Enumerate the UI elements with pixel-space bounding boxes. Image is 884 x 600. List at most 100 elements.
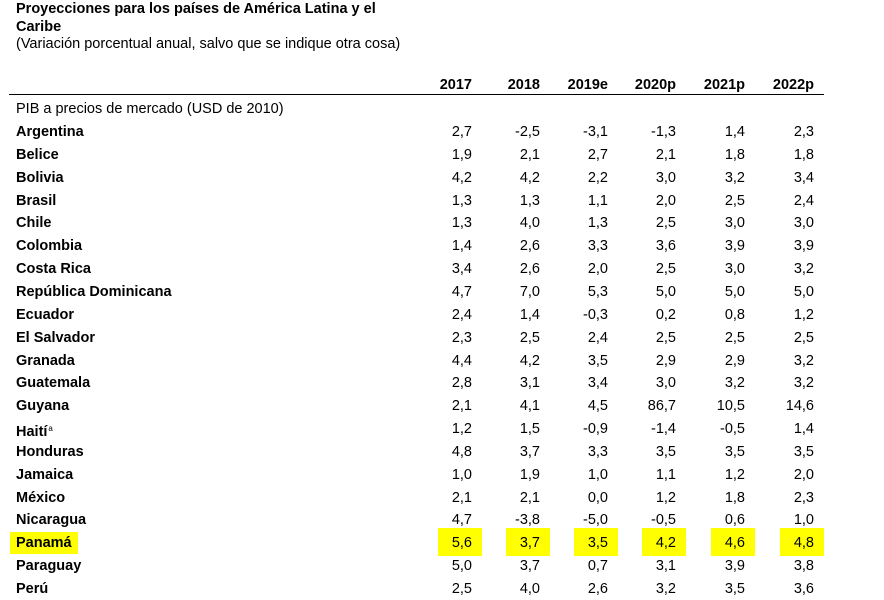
cell-2021p: 2,5 (724, 329, 745, 346)
cell-2019e: 1,1 (587, 192, 608, 209)
cell-2019e: 3,4 (587, 375, 608, 392)
table-row: Chile 1,3 4,0 1,3 2,5 3,0 3,0 (0, 212, 884, 234)
country-name: Ecuador (16, 304, 74, 326)
cell-2018: 2,1 (519, 146, 540, 163)
cell-2022p: 4,8 (793, 535, 814, 552)
cell-2021p: 3,2 (724, 375, 745, 392)
cell-2020p: -0,5 (651, 512, 676, 529)
cell-2020p: 2,5 (655, 215, 676, 232)
cell-2020p: 2,9 (655, 352, 676, 369)
cell-2021p: 10,5 (716, 398, 745, 415)
cell-2019e: -5,0 (583, 512, 608, 529)
column-header-2018: 2018 (507, 77, 540, 93)
cell-2019e: 0,7 (587, 558, 608, 575)
country-name-text: Ecuador (16, 306, 75, 323)
country-name-text: Argentina (16, 124, 84, 140)
cell-2021p: 3,9 (724, 558, 745, 575)
cell-2019e: 3,5 (587, 535, 608, 552)
country-name-text: Costa Rica (16, 261, 91, 278)
table-row: El Salvador 2,3 2,5 2,4 2,5 2,5 2,5 (0, 327, 884, 349)
cell-2017: 4,7 (451, 283, 472, 300)
cell-2021p: 3,5 (724, 581, 745, 597)
cell-2018: 1,3 (519, 192, 540, 209)
table-row: Granada 4,4 4,2 3,5 2,9 2,9 3,2 (0, 350, 884, 372)
country-name: Brasil (16, 190, 56, 212)
country-name-text: Perú (16, 581, 49, 597)
cell-2018: 4,2 (519, 169, 540, 186)
cell-2022p: 14,6 (785, 398, 814, 415)
highlight-marker (574, 528, 618, 557)
cell-2022p: 3,9 (793, 238, 814, 255)
highlight-marker (642, 528, 686, 557)
country-name-text: Jamaica (16, 466, 74, 483)
cell-2017: 2,4 (451, 306, 472, 323)
country-name-text: Paraguay (16, 558, 82, 575)
table-row: Jamaica 1,0 1,9 1,0 1,1 1,2 2,0 (0, 464, 884, 486)
cell-2022p: 3,8 (793, 558, 814, 575)
cell-2017: 2,3 (451, 329, 472, 346)
highlight-marker (506, 528, 550, 557)
cell-2020p: 4,2 (655, 535, 676, 552)
cell-2021p: 0,6 (724, 512, 745, 529)
cell-2022p: 1,0 (793, 512, 814, 529)
cell-2019e: 3,3 (587, 238, 608, 255)
cell-2017: 4,4 (451, 352, 472, 369)
cell-2020p: 86,7 (647, 398, 676, 415)
highlight-marker (438, 528, 482, 557)
cell-2020p: 2,1 (655, 146, 676, 163)
cell-2017: 2,1 (451, 489, 472, 506)
country-name-text: Granada (16, 352, 75, 369)
country-name: Belice (16, 144, 59, 166)
section-label: PIB a precios de mercado (USD de 2010) (16, 101, 284, 117)
country-name-text: República Dominicana (16, 283, 172, 300)
table-subtitle: (Variación porcentual anual, salvo que s… (16, 36, 401, 52)
cell-2021p: 5,0 (724, 283, 745, 300)
country-name-text: El Salvador (16, 329, 95, 346)
cell-2019e: 3,5 (587, 352, 608, 369)
cell-2018: 3,1 (519, 375, 540, 392)
country-name: Argentina (16, 121, 84, 143)
cell-2019e: 0,0 (587, 489, 608, 506)
cell-2018: 2,6 (519, 261, 540, 278)
cell-2022p: 3,0 (793, 215, 814, 232)
cell-2018: -2,5 (515, 124, 540, 140)
cell-2017: 5,6 (451, 535, 472, 552)
cell-2022p: 1,8 (793, 146, 814, 163)
cell-2017: 2,8 (451, 375, 472, 392)
cell-2020p: 3,1 (655, 558, 676, 575)
cell-2021p: 3,9 (724, 238, 745, 255)
cell-2018: 7,0 (519, 283, 540, 300)
country-name: Nicaragua (16, 509, 86, 531)
cell-2021p: -0,5 (720, 421, 745, 438)
cell-2020p: 0,2 (655, 306, 676, 323)
cell-2018: 3,7 (519, 535, 540, 552)
cell-2020p: 3,0 (655, 169, 676, 186)
country-name-text: México (16, 489, 66, 506)
country-name: Bolivia (16, 167, 64, 189)
table-row: Brasil 1,3 1,3 1,1 2,0 2,5 2,4 (0, 190, 884, 212)
cell-2022p: 3,2 (793, 352, 814, 369)
cell-2017: 4,8 (451, 443, 472, 460)
cell-2018: 3,7 (519, 558, 540, 575)
cell-2022p: 2,3 (793, 489, 814, 506)
table-row: Haitía 1,2 1,5 -0,9 -1,4 -0,5 1,4 (0, 418, 884, 440)
cell-2017: 2,1 (451, 398, 472, 415)
table-row: Argentina 2,7 -2,5 -3,1 -1,3 1,4 2,3 (0, 121, 884, 143)
table-row: Honduras 4,8 3,7 3,3 3,5 3,5 3,5 (0, 441, 884, 463)
cell-2022p: 1,4 (793, 421, 814, 438)
country-name: El Salvador (16, 327, 95, 349)
cell-2017: 1,3 (451, 215, 472, 232)
cell-2022p: 2,3 (793, 124, 814, 140)
cell-2019e: 2,6 (587, 581, 608, 597)
cell-2021p: 2,5 (724, 192, 745, 209)
country-name-text: Belice (16, 146, 59, 163)
cell-2021p: 1,8 (724, 146, 745, 163)
country-name: Perú (16, 578, 48, 600)
cell-2018: 2,5 (519, 329, 540, 346)
table-row: Ecuador 2,4 1,4 -0,3 0,2 0,8 1,2 (0, 304, 884, 326)
country-name: Haitía (16, 418, 53, 443)
column-header-2019e: 2019e (567, 77, 608, 93)
cell-2017: 2,7 (451, 124, 472, 140)
cell-2020p: 3,6 (655, 238, 676, 255)
country-name: Honduras (16, 441, 84, 463)
